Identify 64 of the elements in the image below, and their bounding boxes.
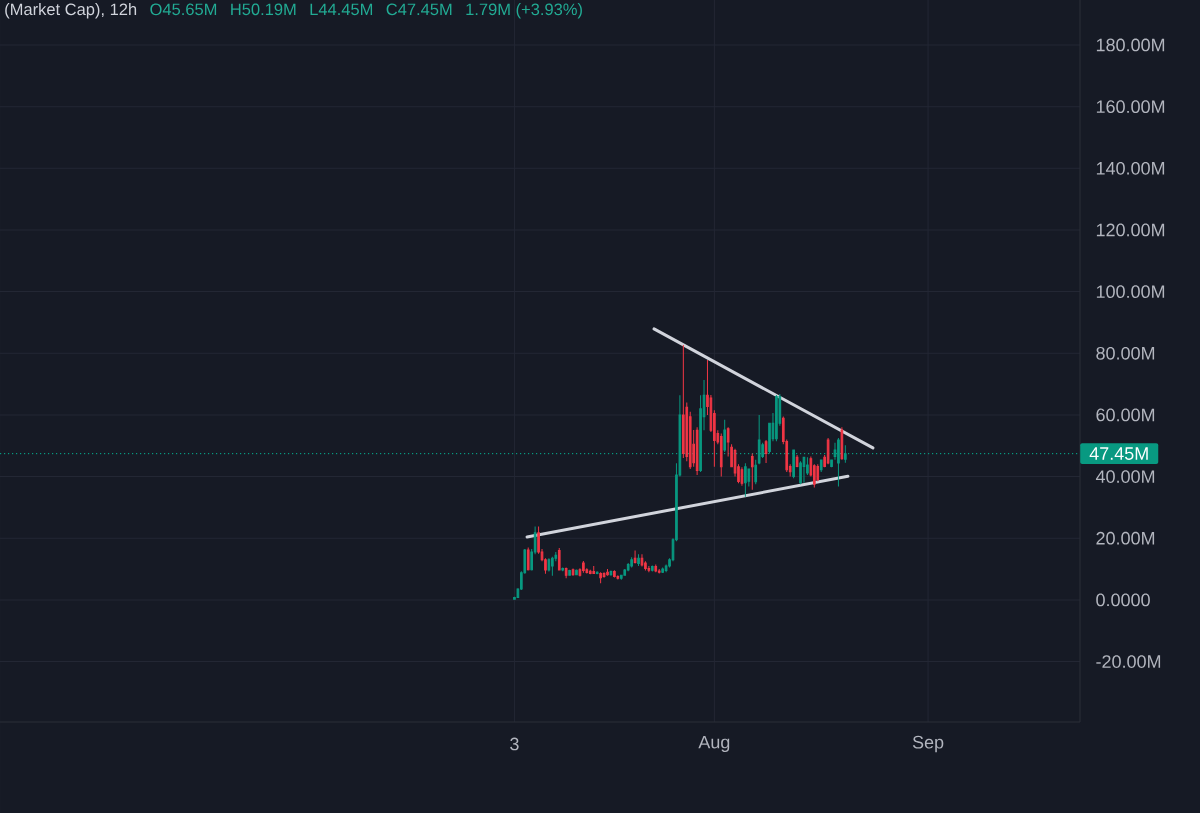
candlestick xyxy=(802,456,806,484)
candlestick xyxy=(764,439,768,464)
candlestick xyxy=(754,459,758,485)
candlestick xyxy=(606,568,609,577)
y-tick-label: 80.00M xyxy=(1096,346,1155,360)
candlestick xyxy=(630,556,633,569)
x-tick-label: 3 xyxy=(510,737,519,751)
candlestick xyxy=(526,547,530,572)
candlestick xyxy=(551,556,554,577)
candlestick xyxy=(661,567,664,574)
candlestick xyxy=(640,553,644,568)
candlestick xyxy=(775,394,778,442)
y-tick-label: 60.00M xyxy=(1096,408,1155,422)
candlestick xyxy=(695,426,699,476)
candlestick xyxy=(799,460,802,485)
candlestick xyxy=(582,560,585,574)
y-tick-label: 100.00M xyxy=(1096,285,1165,298)
candlestick xyxy=(750,452,754,491)
candlestick xyxy=(616,574,620,581)
y-tick-label: -20.00M xyxy=(1096,655,1161,668)
candlestick xyxy=(795,454,799,468)
candlestick xyxy=(575,568,578,576)
candlestick xyxy=(588,569,592,575)
candlestick xyxy=(564,567,568,579)
candlestick xyxy=(840,426,844,461)
y-tick-label: 20.00M xyxy=(1096,531,1155,545)
candlestick xyxy=(654,563,658,573)
candlestick xyxy=(682,344,685,459)
candlestick xyxy=(826,437,830,465)
annotation: 1.79M (+3.93%) xyxy=(466,3,582,19)
candlestick xyxy=(571,567,575,577)
candlestick xyxy=(599,571,602,584)
y-tick-label: 0.0000 xyxy=(1096,593,1150,607)
annotation: O45.65M xyxy=(150,3,217,16)
x-tick-label: Aug xyxy=(698,735,730,753)
annotation: H50.19M xyxy=(231,3,296,16)
candlestick xyxy=(568,569,571,577)
candlestick xyxy=(557,547,561,572)
candlestick xyxy=(595,570,599,575)
y-tick-label: 160.00M xyxy=(1096,100,1165,114)
candlestick xyxy=(650,564,654,573)
candlestick xyxy=(819,459,823,473)
y-tick-label: 120.00M xyxy=(1096,223,1165,237)
y-tick-label: 40.00M xyxy=(1095,470,1155,483)
candlestick xyxy=(719,432,723,478)
x-tick-label: Sep xyxy=(912,735,944,753)
candlestick xyxy=(657,568,661,574)
candlestick xyxy=(613,569,616,578)
annotation: C47.45M xyxy=(386,3,452,16)
candlestick xyxy=(609,570,613,577)
candlestick xyxy=(637,553,640,567)
annotation: L44.45M xyxy=(310,3,373,16)
candlestick xyxy=(744,462,747,498)
y-tick-label: 180.00M xyxy=(1096,38,1165,52)
candlestick xyxy=(633,550,637,565)
y-tick-label: 140.00M xyxy=(1096,161,1165,175)
candlestick xyxy=(602,571,606,579)
candlestick xyxy=(547,557,551,573)
ref-line-label: 47.45M xyxy=(1089,447,1148,460)
candlestick xyxy=(592,565,596,575)
candlestick xyxy=(740,466,744,487)
candlestick xyxy=(647,565,651,573)
chart-title: (Market Cap), 12h xyxy=(5,3,137,19)
candlestick xyxy=(561,567,565,572)
